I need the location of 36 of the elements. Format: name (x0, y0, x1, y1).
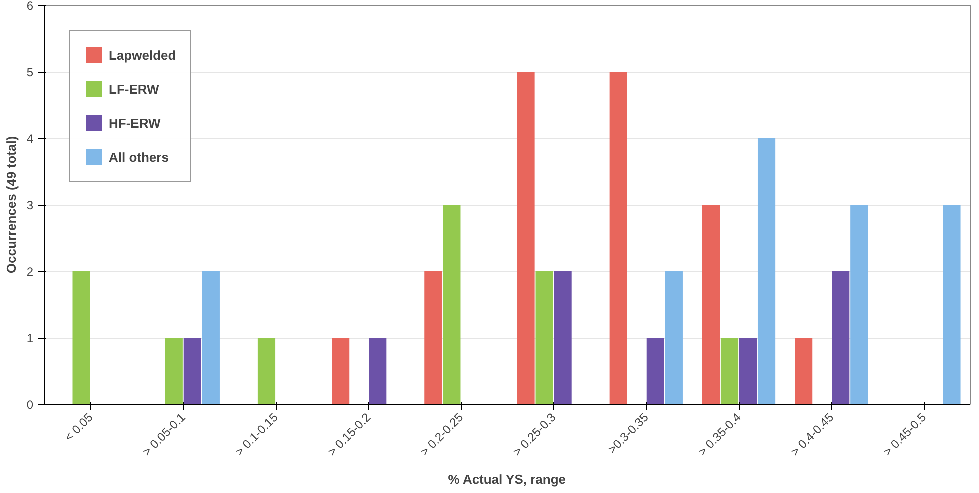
y-tick-label: 1 (26, 332, 34, 346)
bar (646, 338, 664, 404)
bar (702, 205, 720, 404)
bar (554, 272, 572, 404)
bar (72, 272, 90, 404)
bar (332, 338, 350, 404)
y-tick-label: 4 (26, 132, 34, 146)
bar (184, 338, 202, 404)
bar (665, 272, 683, 404)
bar (424, 272, 442, 404)
bar (202, 272, 220, 404)
legend-label: HF-ERW (109, 116, 161, 130)
bar (758, 138, 776, 404)
y-axis-title: Occurrences (49 total) (4, 136, 19, 274)
bar (369, 338, 387, 404)
legend-label: All others (109, 150, 169, 164)
x-axis-title: % Actual YS, range (448, 472, 566, 487)
y-tick-label: 3 (26, 198, 34, 212)
bar (517, 72, 535, 404)
bar (720, 338, 739, 404)
bar (850, 205, 868, 404)
y-tick-label: 2 (26, 265, 34, 279)
bar (795, 338, 813, 404)
bar (739, 338, 758, 404)
y-tick-label: 6 (26, 0, 34, 13)
y-tick-label: 5 (26, 66, 34, 80)
bar (443, 205, 461, 404)
y-tick-label: 0 (26, 398, 34, 412)
bar (943, 205, 961, 404)
legend-label: Lapwelded (109, 48, 176, 62)
bar (258, 338, 276, 404)
bar (536, 272, 554, 404)
bar (610, 72, 628, 404)
bar (165, 338, 183, 404)
bar (832, 272, 850, 404)
legend-label: LF-ERW (109, 82, 160, 96)
